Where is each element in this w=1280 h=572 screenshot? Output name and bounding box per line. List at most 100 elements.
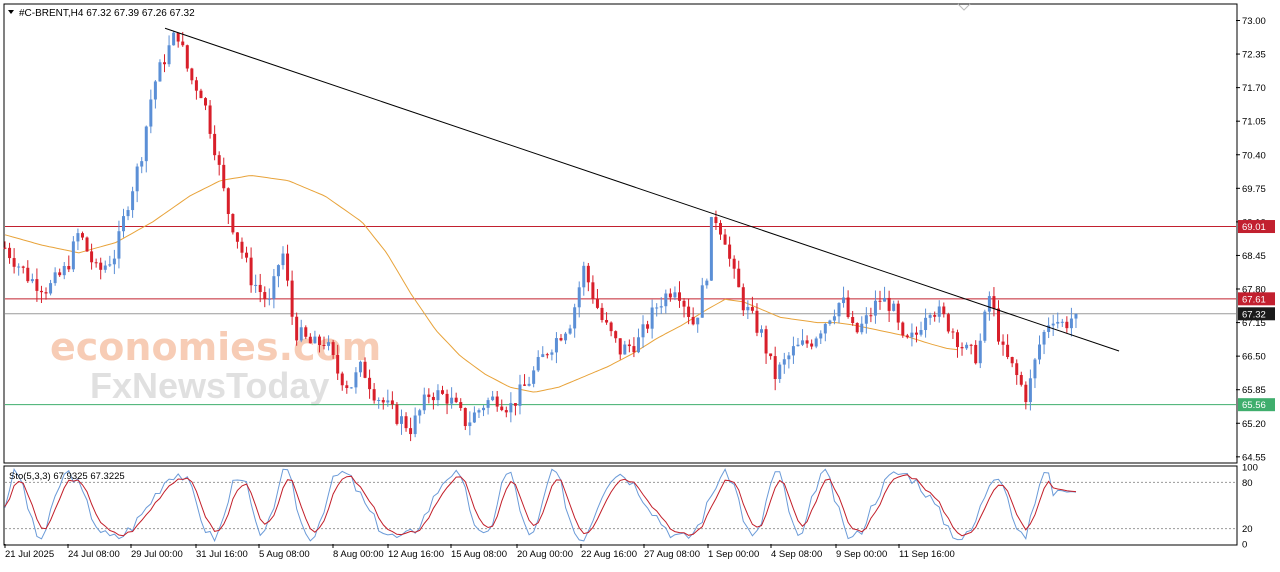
candle-body [377,400,381,402]
stoch-tick-label: 20 [1242,524,1253,535]
watermark: economies.com FxNewsToday [50,325,381,406]
candle-body [317,336,321,346]
candle-body [272,276,276,299]
candle-body [409,428,413,435]
candle-body [532,370,536,384]
candle-body [245,252,249,258]
candle-body [764,329,768,354]
candle-body [513,403,517,406]
candle-body [691,316,695,325]
price-tick-label: 73.00 [1242,16,1266,27]
candle-body [851,317,855,324]
price-tick-label: 67.80 [1242,285,1266,296]
candle-body [536,357,540,371]
candle-body [541,354,545,358]
candle-body [869,315,873,317]
candle-body [62,266,66,276]
candle-body [349,387,353,389]
candle-body [960,347,964,349]
candle-body [8,247,12,259]
candle-body [832,316,836,321]
candle-body [969,344,973,346]
candle-body [623,344,627,355]
candle-body [782,359,786,365]
candle-body [208,105,212,134]
candle-body [368,377,372,390]
candle-body [955,332,959,348]
candle-body [222,164,226,189]
candle-body [117,231,121,259]
candle-body [586,265,590,283]
candle-body [504,410,508,413]
candle-body [1047,325,1051,332]
candle-body [1024,384,1028,403]
candle-body [864,315,868,324]
candle-body [778,364,782,380]
moving-average [4,175,958,393]
watermark-fxnewstoday: FxNewsToday [90,365,329,406]
candle-body [99,262,103,270]
candle-body [327,342,331,346]
candle-body [846,297,850,318]
candle-body [213,133,217,156]
candle-body [176,32,180,42]
candle-body [386,400,390,403]
candle-body [231,214,235,233]
candle-body [564,333,568,341]
candle-body [441,390,445,394]
candle-body [345,385,349,389]
candle-body [746,306,750,311]
candle-body [559,338,563,341]
level-label-bg [1238,307,1275,321]
dropdown-triangle-icon[interactable] [8,10,14,14]
candle-body [732,258,736,269]
candle-body [618,338,622,355]
candle-body [413,415,417,435]
candle-body [372,389,376,401]
candle-body [459,402,463,409]
candle-body [992,296,996,309]
candle-body [363,361,367,378]
candle-body [887,297,891,311]
candle-body [281,253,285,266]
candle-body [463,408,467,427]
candle-body [12,258,16,267]
candle-body [700,285,704,318]
candle-body [172,32,176,46]
main-panel[interactable] [3,3,1238,464]
candle-body [687,306,691,317]
candle-body [801,340,805,345]
candle-body [595,298,599,308]
candle-body [163,62,167,65]
candle-body [3,247,7,249]
candle-body [750,306,754,311]
candle-body [942,306,946,315]
candle-body [987,296,991,312]
stochastic-axis: 100 80 20 0 [1242,463,1258,551]
time-axis[interactable]: 21 Jul 2025 24 Jul 08:00 29 Jul 00:00 31 Ju… [4,544,955,560]
candle-body [112,258,116,265]
candles [3,30,1078,442]
candle-body [399,416,403,424]
candle-body [500,406,504,411]
candle-body [358,361,362,373]
ma-line [4,175,958,393]
candle-body [605,319,609,323]
price-tick-label: 66.50 [1242,352,1266,363]
candle-body [527,383,531,386]
candle-body [167,45,171,65]
stochastic-panel[interactable] [3,465,1238,546]
candle-body [901,322,905,336]
candle-body [39,290,43,293]
time-tick-label: 15 Aug 08:00 [451,549,507,560]
candle-body [486,400,490,408]
candle-body [714,217,718,224]
candle-body [418,410,422,416]
price-axis[interactable]: 73.0072.3571.7071.0570.4069.7569.1068.45… [1236,16,1266,463]
time-tick-label: 20 Aug 00:00 [517,549,573,560]
candle-body [240,241,244,253]
time-tick-label: 5 Aug 08:00 [259,549,310,560]
price-tick-label: 68.45 [1242,251,1266,262]
